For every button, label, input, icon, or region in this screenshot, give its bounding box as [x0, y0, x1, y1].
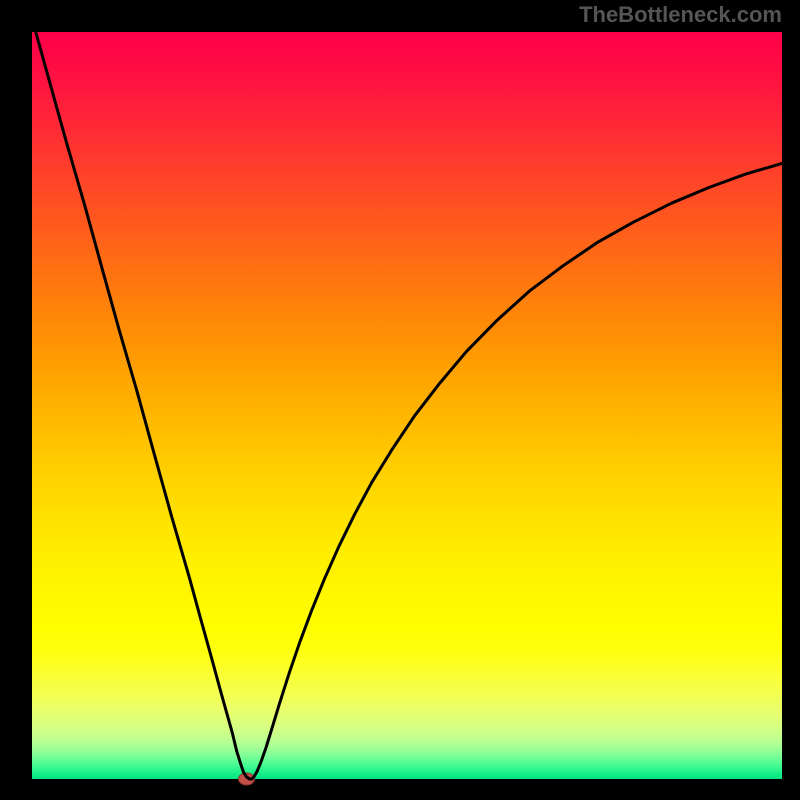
chart-frame: TheBottleneck.com: [0, 0, 800, 800]
plot-background: [32, 32, 782, 779]
attribution-text: TheBottleneck.com: [579, 2, 782, 28]
bottleneck-chart: [0, 0, 800, 800]
